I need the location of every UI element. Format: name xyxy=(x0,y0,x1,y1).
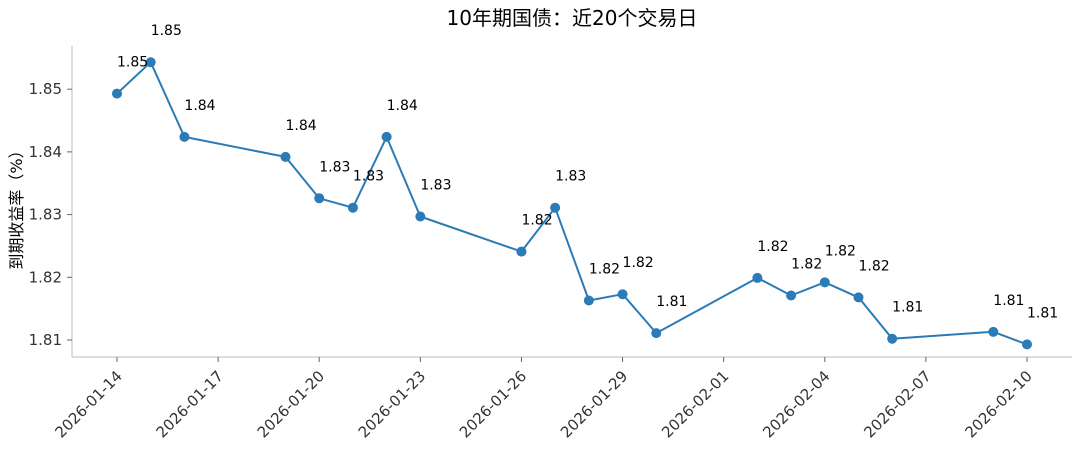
data-point xyxy=(381,131,392,142)
data-point xyxy=(853,292,864,303)
data-label: 1.82 xyxy=(757,239,788,255)
data-label: 1.82 xyxy=(825,243,856,259)
data-label: 1.82 xyxy=(791,256,822,272)
x-tick-label: 2026-01-26 xyxy=(456,367,530,441)
data-point xyxy=(112,88,122,99)
markers xyxy=(112,57,1032,350)
data-label: 1.85 xyxy=(117,55,148,71)
data-point xyxy=(583,295,594,306)
data-labels: 1.851.851.841.841.831.831.841.831.821.83… xyxy=(117,23,1058,321)
x-tick-label: 2026-02-04 xyxy=(759,367,833,441)
data-point xyxy=(819,277,830,288)
x-tick-label: 2026-02-10 xyxy=(961,367,1035,441)
data-label: 1.83 xyxy=(319,159,350,175)
y-ticks: 1.81 1.82 1.83 1.84 1.85 xyxy=(29,80,72,349)
data-label: 1.83 xyxy=(420,177,451,193)
data-point xyxy=(1022,339,1032,350)
data-point xyxy=(887,333,898,344)
x-tick-label: 2026-01-29 xyxy=(557,367,631,441)
data-label: 1.84 xyxy=(286,118,317,134)
data-label: 1.84 xyxy=(184,98,215,114)
data-label: 1.84 xyxy=(387,98,418,114)
data-point xyxy=(617,289,628,300)
data-point xyxy=(786,290,797,301)
data-label: 1.82 xyxy=(858,258,889,274)
series-line xyxy=(116,61,1028,346)
x-tick-label: 2026-01-23 xyxy=(355,367,429,441)
data-label: 1.81 xyxy=(892,300,923,316)
data-label: 1.83 xyxy=(353,169,384,185)
data-point xyxy=(179,131,190,142)
data-label: 1.83 xyxy=(555,169,586,185)
data-label: 1.82 xyxy=(623,255,654,271)
data-point xyxy=(752,272,763,283)
data-point xyxy=(651,328,662,339)
data-point xyxy=(145,57,156,68)
y-axis-label: 到期收益率（%） xyxy=(7,142,26,269)
data-label: 1.81 xyxy=(1027,305,1058,321)
y-tick-label: 1.82 xyxy=(29,268,62,286)
data-point xyxy=(415,211,426,222)
y-tick-label: 1.84 xyxy=(29,143,62,161)
data-label: 1.81 xyxy=(993,293,1024,309)
data-label: 1.85 xyxy=(151,23,182,39)
data-label: 1.82 xyxy=(521,213,552,229)
data-label: 1.81 xyxy=(656,294,687,310)
chart-title: 10年期国债：近20个交易日 xyxy=(447,6,698,30)
x-tick-label: 2026-02-07 xyxy=(860,367,934,441)
y-tick-label: 1.83 xyxy=(29,206,62,224)
x-tick-label: 2026-01-17 xyxy=(153,367,227,441)
data-point xyxy=(280,151,291,162)
data-point xyxy=(988,326,999,337)
data-point xyxy=(347,202,358,213)
y-tick-label: 1.85 xyxy=(29,80,62,98)
data-label: 1.82 xyxy=(589,261,620,277)
data-point xyxy=(516,246,527,257)
x-ticks: 2026-01-14 2026-01-17 2026-01-20 2026-01-23… xyxy=(51,357,1036,441)
data-point xyxy=(550,202,561,213)
x-tick-label: 2026-01-14 xyxy=(51,367,125,441)
data-point xyxy=(314,193,325,204)
y-tick-label: 1.81 xyxy=(29,331,62,349)
x-tick-label: 2026-01-20 xyxy=(254,367,328,441)
x-tick-label: 2026-02-01 xyxy=(658,367,732,441)
